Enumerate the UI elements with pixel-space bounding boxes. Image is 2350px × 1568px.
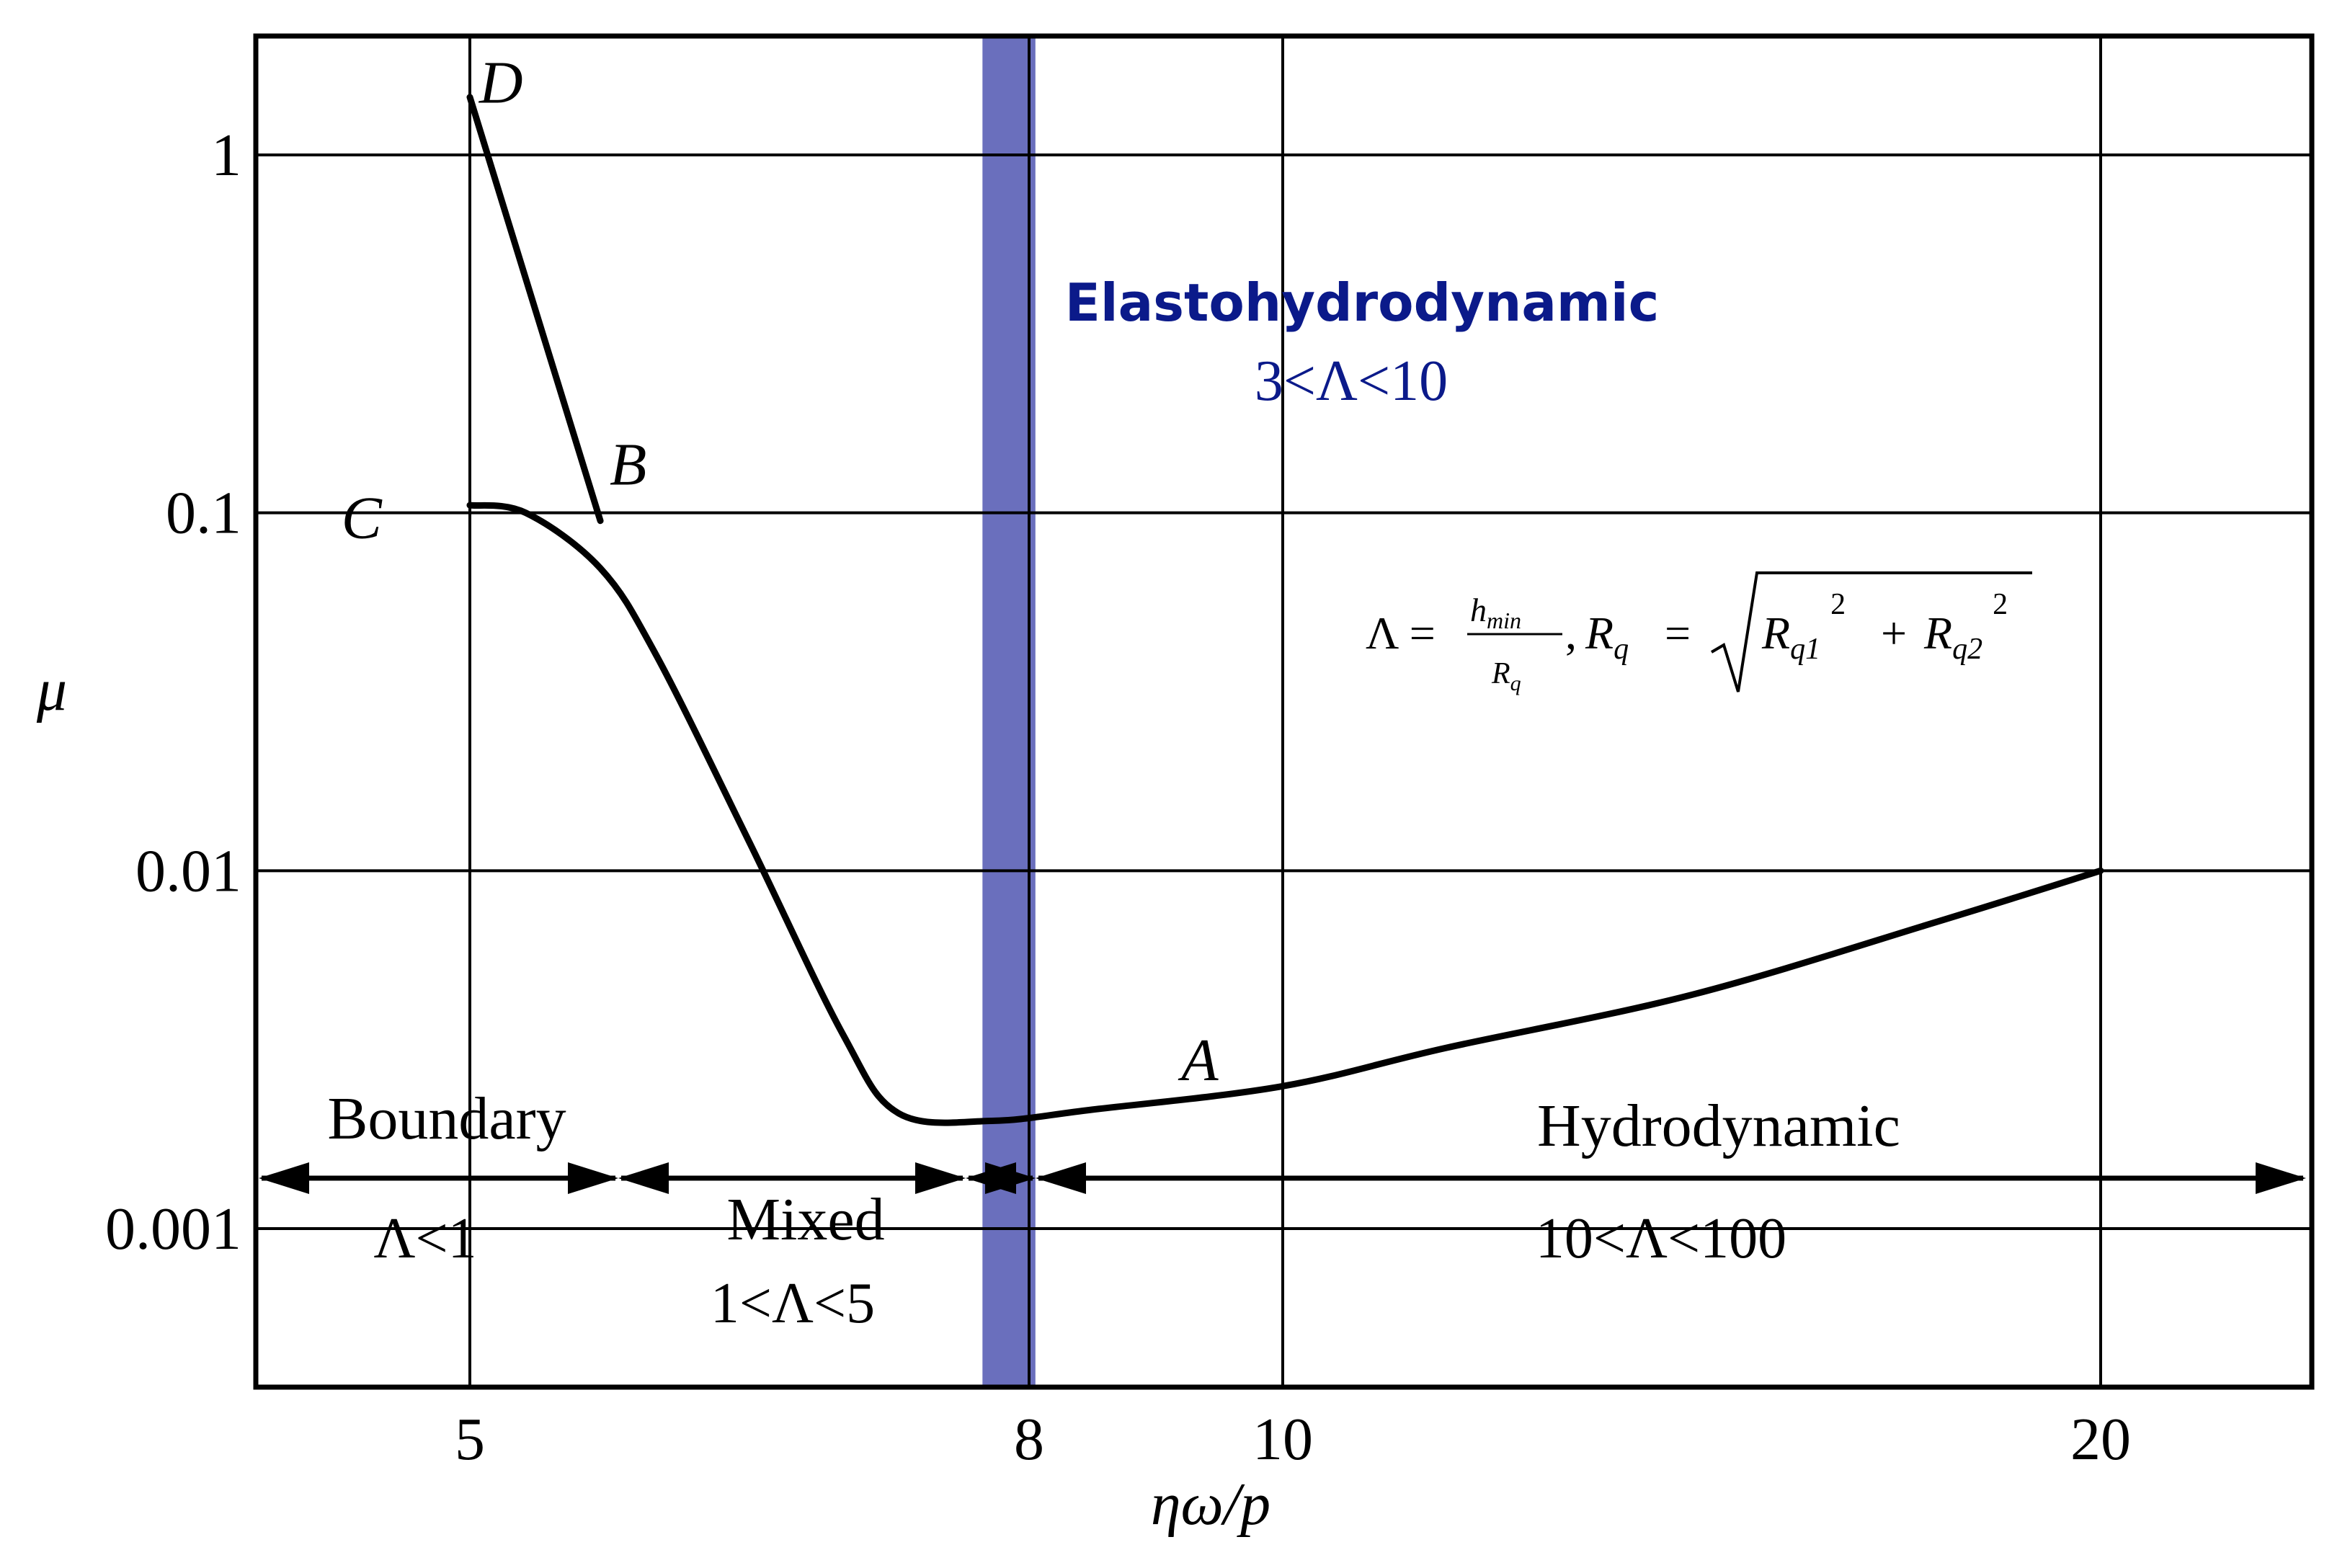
- formula-numerator: hmin: [1470, 592, 1521, 633]
- x-axis-label: ηω/p: [1151, 1471, 1270, 1538]
- series-line-1: [466, 94, 604, 525]
- x-tick-label-2: 10: [1252, 1406, 1313, 1473]
- point-label-c: C: [342, 485, 383, 552]
- y-axis-label: μ: [36, 656, 67, 723]
- formula-equals: =: [1665, 607, 1691, 659]
- point-label-a: A: [1178, 1027, 1219, 1094]
- boundary-label: Boundary: [327, 1085, 566, 1152]
- formula-denominator: Rq: [1491, 657, 1521, 695]
- formula-sqrt-sign: [1710, 571, 2032, 692]
- point-label-d: D: [479, 49, 523, 116]
- formula-plus: +: [1881, 607, 1907, 659]
- x-tick-label-1: 8: [1014, 1406, 1044, 1473]
- lambda-formula: Λ = hmin Rq , Rq = Rq12 + Rq22: [1366, 571, 2032, 695]
- grid-lines: [256, 36, 2312, 1387]
- point-labels: D B C A: [342, 49, 1219, 1093]
- x-tick-label-3: 20: [2070, 1406, 2131, 1473]
- hydrodynamic-condition: 10<Λ<100: [1536, 1207, 1786, 1270]
- y-tick-label-3: 0.001: [105, 1195, 241, 1262]
- plot-frame: [253, 33, 2315, 1390]
- y-tick-labels: 1 0.1 0.01 0.001: [105, 122, 241, 1262]
- elastohydrodynamic-band: [982, 36, 1036, 1387]
- formula-lhs: Λ =: [1366, 607, 1436, 659]
- mixed-label: Mixed: [726, 1186, 884, 1253]
- x-tick-labels: 5 8 10 20: [455, 1406, 2131, 1473]
- series-line-0: [466, 502, 2104, 1126]
- y-tick-label-2: 0.01: [135, 837, 241, 904]
- boundary-condition: Λ<1: [373, 1207, 476, 1270]
- elastohydrodynamic-label: Elastohydrodynamic: [1065, 272, 1660, 333]
- hydrodynamic-label: Hydrodynamic: [1537, 1092, 1900, 1159]
- y-tick-label-1: 0.1: [166, 480, 241, 547]
- series-group: [466, 94, 2104, 1126]
- x-tick-label-0: 5: [455, 1406, 485, 1473]
- formula-separator: ,: [1565, 607, 1577, 659]
- y-tick-label-0: 1: [211, 122, 241, 189]
- point-label-b: B: [610, 431, 646, 498]
- formula-term2: Rq22: [1923, 588, 2008, 666]
- formula-term1: Rq12: [1761, 588, 1846, 666]
- mixed-condition: 1<Λ<5: [711, 1272, 875, 1335]
- elastohydrodynamic-condition: 3<Λ<10: [1255, 349, 1448, 413]
- formula-rq: Rq: [1585, 607, 1629, 666]
